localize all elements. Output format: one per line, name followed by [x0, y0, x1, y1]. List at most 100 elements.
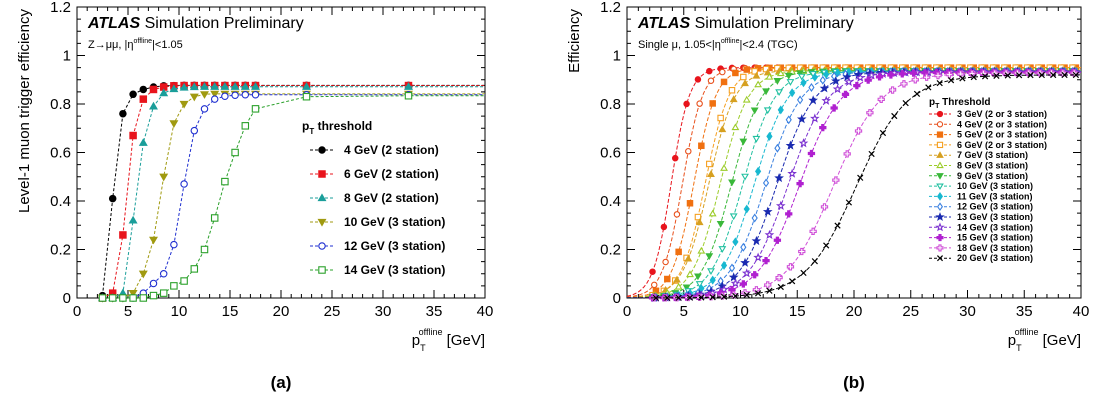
x-tick-label: 10 [171, 303, 188, 320]
data-point [210, 90, 220, 99]
data-point [752, 135, 761, 143]
atlas-label: ATLAS Simulation Preliminary [87, 15, 304, 32]
data-point [718, 125, 727, 133]
data-point [180, 180, 188, 188]
chart-panel-a: 0 5 10 15 20 25 30 35 40 0 0.2 0.4 0.6 0.8 1 1.2 Level-1… [16, 0, 493, 353]
atlas-label: ATLAS Simulation Preliminary [637, 15, 854, 32]
data-point [694, 76, 702, 83]
selection-sup: offline [133, 38, 152, 45]
data-point [728, 179, 736, 187]
data-point [673, 275, 681, 283]
data-point [230, 82, 240, 90]
data-point [200, 245, 209, 254]
x-axis-label-sup: offline [419, 327, 443, 337]
legend-marker [317, 193, 327, 202]
x-tick-label: 40 [477, 303, 494, 320]
data-point [664, 294, 671, 301]
data-point [911, 76, 919, 84]
x-axis-label-sup: offline [1015, 327, 1039, 337]
legend-marker [936, 151, 944, 158]
data-point [774, 143, 781, 153]
data-point [887, 71, 895, 79]
data-point [728, 87, 736, 94]
data-point [709, 294, 716, 301]
data-point [864, 76, 872, 84]
legend-marker [936, 141, 944, 149]
data-point [786, 79, 795, 86]
y-tick-label: 0.6 [50, 145, 71, 162]
data-point [706, 67, 713, 75]
data-point [765, 72, 774, 80]
x-tick-label: 10 [732, 303, 749, 320]
data-point [764, 281, 772, 289]
legend-marker [936, 161, 944, 169]
data-point [819, 83, 830, 93]
data-point [179, 82, 189, 91]
data-point [662, 258, 669, 266]
legend-marker [936, 202, 944, 212]
data-point [751, 213, 758, 223]
data-point [809, 227, 817, 235]
legend-marker [935, 222, 945, 232]
x-tick-label: 30 [375, 303, 392, 320]
legend-marker [936, 110, 944, 118]
data-point [221, 92, 229, 100]
data-point [810, 113, 820, 123]
data-point [743, 66, 750, 73]
axis-ticks [76, 6, 486, 299]
data-point [108, 194, 117, 203]
data-point [697, 246, 706, 254]
data-point [686, 200, 694, 207]
data-point [686, 270, 694, 278]
data-point [830, 104, 838, 112]
data-point [1038, 71, 1045, 79]
data-point [936, 79, 943, 87]
data-point [854, 127, 863, 135]
data-point [785, 115, 792, 125]
x-axis-label: pToffline [GeV] [1008, 327, 1081, 353]
data-point [1027, 72, 1034, 79]
series-line [627, 74, 1081, 299]
legend-entry: 7 GeV (3 station) [957, 150, 1028, 160]
data-point [857, 174, 864, 181]
x-tick-label: 40 [1073, 303, 1090, 320]
selection-label: Single μ, 1.05<|ηoffline|<2.4 (TGC) [638, 38, 798, 51]
y-tick-label: 0.8 [50, 96, 71, 113]
data-point [762, 256, 770, 265]
data-point [720, 293, 728, 300]
data-point [671, 154, 679, 162]
y-tick-label: 0 [63, 290, 71, 307]
data-point [650, 281, 658, 289]
data-point [866, 109, 874, 117]
atlas-status: Simulation Preliminary [695, 15, 854, 32]
data-point [819, 75, 826, 85]
data-point [210, 214, 219, 222]
data-point [717, 114, 724, 122]
data-point [842, 71, 853, 82]
data-point [682, 284, 691, 292]
data-point [221, 177, 229, 186]
data-point [731, 123, 740, 131]
legend-entry: 6 GeV (2 or 3 station) [957, 140, 1047, 150]
legend-title-rest: Threshold [939, 97, 990, 108]
data-point [251, 82, 260, 90]
data-point [879, 129, 887, 137]
x-tick-label: 35 [426, 303, 443, 320]
data-point [180, 277, 188, 285]
data-point [796, 70, 805, 78]
data-point [762, 206, 773, 216]
panel-label: (b) [843, 373, 865, 392]
data-point [743, 204, 750, 214]
data-point [808, 95, 818, 105]
data-point [149, 279, 158, 288]
data-point [796, 179, 804, 188]
data-point [1061, 71, 1068, 79]
legend-entry: 13 GeV (3 station) [957, 212, 1033, 222]
data-point [762, 178, 770, 188]
data-point [775, 89, 784, 97]
data-point [719, 284, 729, 294]
legend-marker [936, 173, 944, 180]
legend-entry: 3 GeV (2 or 3 station) [957, 109, 1047, 119]
x-tick-label: 15 [222, 303, 239, 320]
data-point [707, 77, 715, 84]
